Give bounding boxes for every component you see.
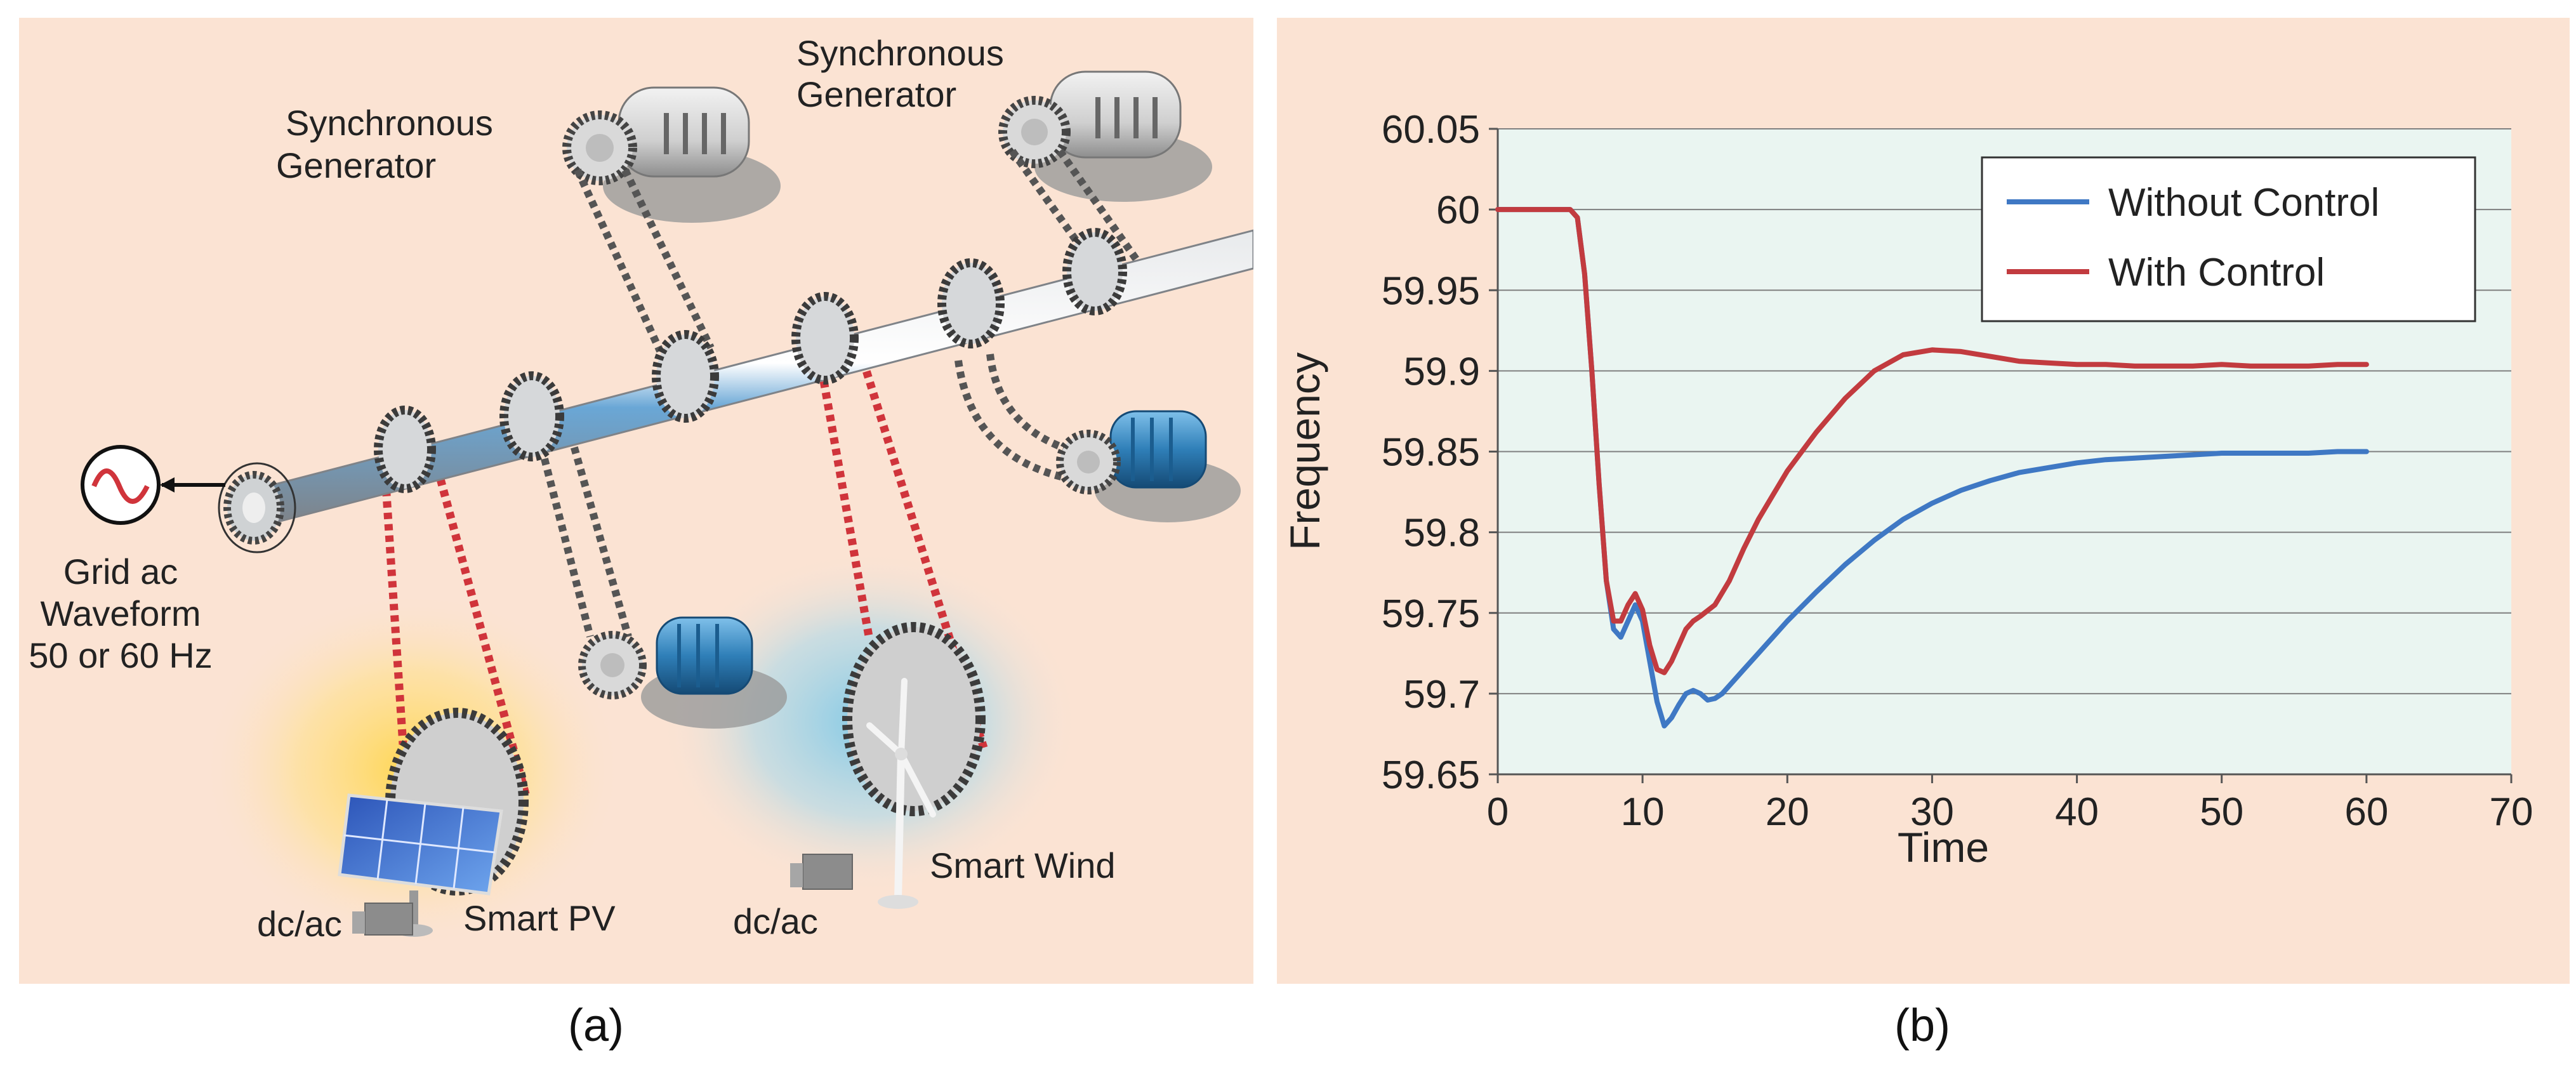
renewable-belts [380, 359, 988, 800]
legend-label-without-control: Without Control [2108, 181, 2379, 225]
dcac-pv-label: dc/ac [257, 904, 342, 944]
series-line-without-control [1495, 207, 2369, 729]
x-tick-label: 70 [2490, 790, 2533, 834]
grid-label-line1: Grid ac [63, 552, 178, 592]
smart-wind [790, 622, 986, 909]
x-tick-label: 60 [2344, 790, 2388, 834]
smart-pv [338, 708, 529, 937]
x-tick-label: 10 [1621, 790, 1665, 834]
axes [1496, 129, 2511, 776]
motor-2 [578, 616, 787, 729]
legend-label-with-control: With Control [2108, 251, 2325, 294]
y-tick-label: 59.65 [1382, 753, 1480, 797]
y-tick-label: 59.8 [1403, 512, 1480, 555]
sync-gen-1-label-line1: Synchronous [286, 103, 493, 143]
diagram-svg: Synchronous Generator Synchronous Genera… [19, 18, 1255, 984]
x-tick-label: 20 [1766, 790, 1809, 834]
x-tick-labels: 0 10 20 30 40 50 60 70 [1487, 790, 2533, 834]
x-tick-label: 50 [2200, 790, 2243, 834]
grid-shaft [218, 228, 1255, 553]
y-axis-label: Frequency [1281, 352, 1328, 550]
series-lines [1495, 207, 2369, 729]
series-line-with-control [1495, 207, 2369, 675]
panel-a-diagram: Synchronous Generator Synchronous Genera… [19, 18, 1255, 984]
motor-1 [1056, 410, 1241, 522]
y-tick-label: 59.9 [1403, 350, 1480, 394]
sync-gen-2-label-line2: Generator [796, 74, 956, 114]
diagram-labels: Synchronous Generator Synchronous Genera… [29, 33, 1115, 944]
panel-b-caption: (b) [1894, 1000, 1950, 1051]
y-tick-labels: 59.65 59.7 59.75 59.8 59.85 59.9 59.95 60 60.05 [1382, 108, 1480, 797]
panel-a-caption: (a) [568, 1000, 624, 1051]
y-tick-label: 60 [1436, 189, 1480, 232]
legend: Without Control With Control [1981, 156, 2476, 322]
sync-gen-2-label-line1: Synchronous [796, 33, 1004, 73]
y-tick-label: 59.7 [1403, 673, 1480, 717]
synchronous-generator-2 [998, 70, 1212, 202]
grid-label-line2: Waveform [40, 593, 201, 633]
grid-waveform-icon [81, 445, 225, 525]
x-tick-label: 30 [1910, 790, 1954, 834]
y-tick-label: 59.75 [1382, 592, 1480, 636]
dcac-wind-label: dc/ac [733, 901, 818, 941]
panel-b-chart: 59.65 59.7 59.75 59.8 59.85 59.9 59.95 60 60.05 … [1277, 18, 2570, 984]
legend-box [1981, 156, 2476, 322]
synchronous-generator-1 [562, 86, 781, 223]
x-tick-label: 40 [2055, 790, 2099, 834]
smart-wind-label: Smart Wind [930, 845, 1116, 885]
y-tick-label: 59.85 [1382, 431, 1480, 475]
smart-pv-label: Smart PV [463, 898, 616, 938]
x-axis-label: Time [1898, 824, 1989, 871]
x-tick-label: 0 [1487, 790, 1509, 834]
frequency-chart: 59.6559.759.7559.859.8559.959.956060.05 … [1277, 18, 2570, 984]
grid-label-line3: 50 or 60 Hz [29, 635, 213, 675]
y-tick-label: 60.05 [1382, 108, 1480, 152]
sync-gen-1-label-line2: Generator [276, 145, 436, 185]
y-tick-label: 59.95 [1382, 269, 1480, 313]
